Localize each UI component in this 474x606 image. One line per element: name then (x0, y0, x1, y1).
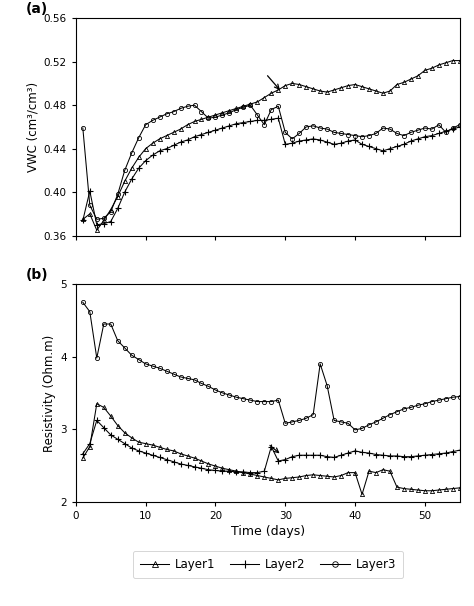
Legend: Layer1, Layer2, Layer3: Layer1, Layer2, Layer3 (133, 551, 403, 578)
Y-axis label: Resistivity (Ohm.m): Resistivity (Ohm.m) (43, 335, 56, 451)
Text: (b): (b) (26, 268, 48, 282)
X-axis label: Time (days): Time (days) (231, 525, 305, 538)
Y-axis label: VWC (cm³/cm³): VWC (cm³/cm³) (27, 82, 39, 172)
Text: (a): (a) (26, 2, 48, 16)
